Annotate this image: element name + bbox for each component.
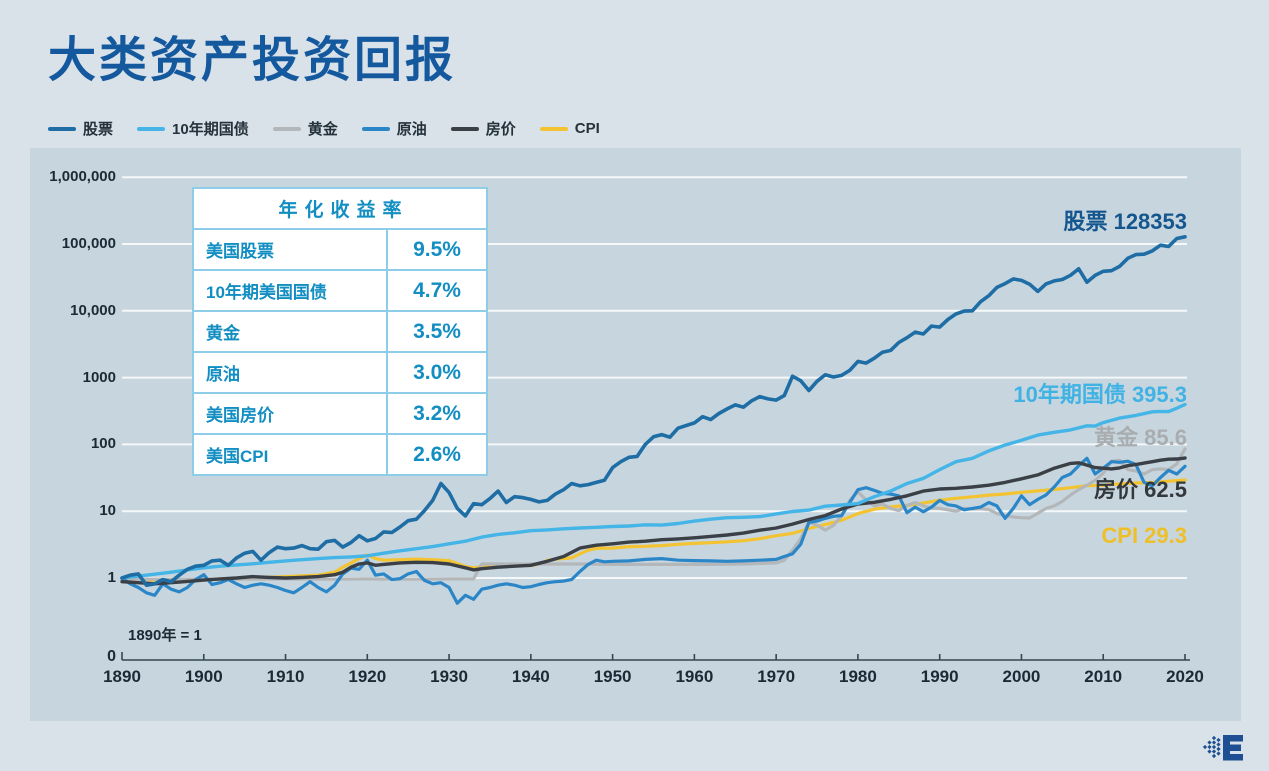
oil-line-swatch-icon — [361, 126, 390, 131]
table-row: 10年期美国国债 4.7% — [192, 269, 488, 312]
row-value: 2.6% — [386, 433, 488, 476]
house-line-swatch-icon — [450, 126, 479, 131]
legend-label: CPI — [574, 120, 600, 137]
legend-item-gold: 黄金 — [272, 118, 338, 139]
series-line-CPI — [120, 478, 1187, 583]
x-axis-tick-label: 2000 — [1002, 667, 1041, 686]
table-row: 原油 3.0% — [192, 351, 488, 394]
row-label: 美国CPI — [192, 433, 388, 476]
row-value: 4.7% — [386, 269, 488, 312]
legend-label: 股票 — [83, 121, 114, 138]
x-axis-tick-label: 1990 — [920, 667, 959, 686]
stocks-line-swatch-icon — [48, 126, 76, 131]
series-end-label: 股票 128353 — [1063, 209, 1187, 234]
series-end-label: 10年期国债 395.3 — [1013, 382, 1187, 407]
series-line-10年期国债 — [120, 402, 1187, 580]
annualized-returns-table: 年化收益率 美国股票 9.5% 10年期美国国债 4.7% 黄金 3.5% 原油… — [192, 187, 488, 476]
row-value: 9.5% — [386, 228, 488, 271]
row-value: 3.2% — [386, 392, 488, 435]
row-label: 黄金 — [192, 310, 388, 353]
series-line-股票 — [120, 235, 1187, 588]
y-axis-tick-label: 100 — [90, 435, 116, 453]
brand-logo-icon — [1202, 735, 1243, 761]
y-axis-tick-label: 10,000 — [70, 301, 116, 319]
page-title: 大类资产投资回报 — [48, 34, 457, 87]
gold-line-swatch-icon — [272, 126, 301, 131]
chart-legend: 股票 10年期国债 黄金 原油 房价 CPI — [48, 118, 600, 139]
table-row: 美国股票 9.5% — [192, 228, 488, 271]
x-axis-tick-label: 1950 — [593, 667, 632, 686]
legend-label: 原油 — [396, 121, 427, 138]
series-end-label: 房价 62.5 — [1094, 477, 1187, 502]
chart-panel: 1890年 = 1 0 年化收益率 美国股票 9.5% 10年期美国国债 4.7… — [30, 148, 1241, 721]
legend-item-oil: 原油 — [361, 118, 427, 139]
x-axis-tick-label: 1940 — [511, 667, 550, 686]
y-axis-tick-label: 1 — [107, 569, 116, 586]
series-line-原油 — [120, 456, 1187, 605]
legend-item-treasury: 10年期国债 — [137, 118, 249, 139]
x-axis-tick-label: 2020 — [1166, 667, 1204, 686]
table-header-row: 年化收益率 — [192, 187, 488, 230]
x-axis-tick-label: 2010 — [1084, 667, 1123, 686]
table-header: 年化收益率 — [192, 187, 488, 230]
row-label: 原油 — [192, 351, 388, 394]
x-axis-tick-label: 1890 — [103, 667, 141, 686]
legend-item-stocks: 股票 — [48, 118, 113, 139]
treasury-line-swatch-icon — [137, 126, 166, 131]
legend-label: 房价 — [485, 121, 516, 138]
x-axis-tick-label: 1980 — [838, 667, 877, 686]
x-axis-tick-label: 1930 — [430, 667, 468, 686]
table-row: 美国CPI 2.6% — [192, 433, 488, 476]
table-row: 黄金 3.5% — [192, 310, 488, 353]
asset-returns-line-chart — [120, 176, 1190, 661]
x-axis-tick-label: 1910 — [266, 667, 305, 686]
legend-item-house: 房价 — [450, 118, 516, 139]
row-label: 10年期美国国债 — [192, 269, 388, 312]
y-axis-tick-label: 10 — [99, 502, 116, 520]
x-axis-tick-label: 1960 — [675, 667, 714, 686]
x-axis-tick-label: 1970 — [757, 667, 796, 686]
series-line-房价 — [120, 456, 1187, 586]
base-year-note: 1890年 = 1 — [128, 627, 202, 644]
series-end-label: CPI 29.3 — [1101, 523, 1187, 548]
legend-item-cpi: CPI — [539, 120, 600, 137]
table-row: 美国房价 3.2% — [192, 392, 488, 435]
x-axis-tick-label: 1900 — [184, 667, 223, 686]
legend-label: 10年期国债 — [172, 121, 249, 138]
y-axis-zero-label: 0 — [107, 648, 116, 665]
row-value: 3.0% — [386, 351, 488, 394]
y-axis-tick-label: 1,000,000 — [49, 168, 116, 186]
cpi-line-swatch-icon — [539, 126, 568, 131]
y-axis-tick-label: 1000 — [82, 368, 116, 386]
legend-label: 黄金 — [307, 121, 338, 138]
row-label: 美国股票 — [192, 228, 388, 271]
series-end-label: 黄金 85.6 — [1094, 425, 1187, 450]
x-axis-tick-label: 1920 — [348, 667, 387, 686]
row-label: 美国房价 — [192, 392, 388, 435]
row-value: 3.5% — [386, 310, 488, 353]
y-axis-tick-label: 100,000 — [61, 235, 116, 252]
